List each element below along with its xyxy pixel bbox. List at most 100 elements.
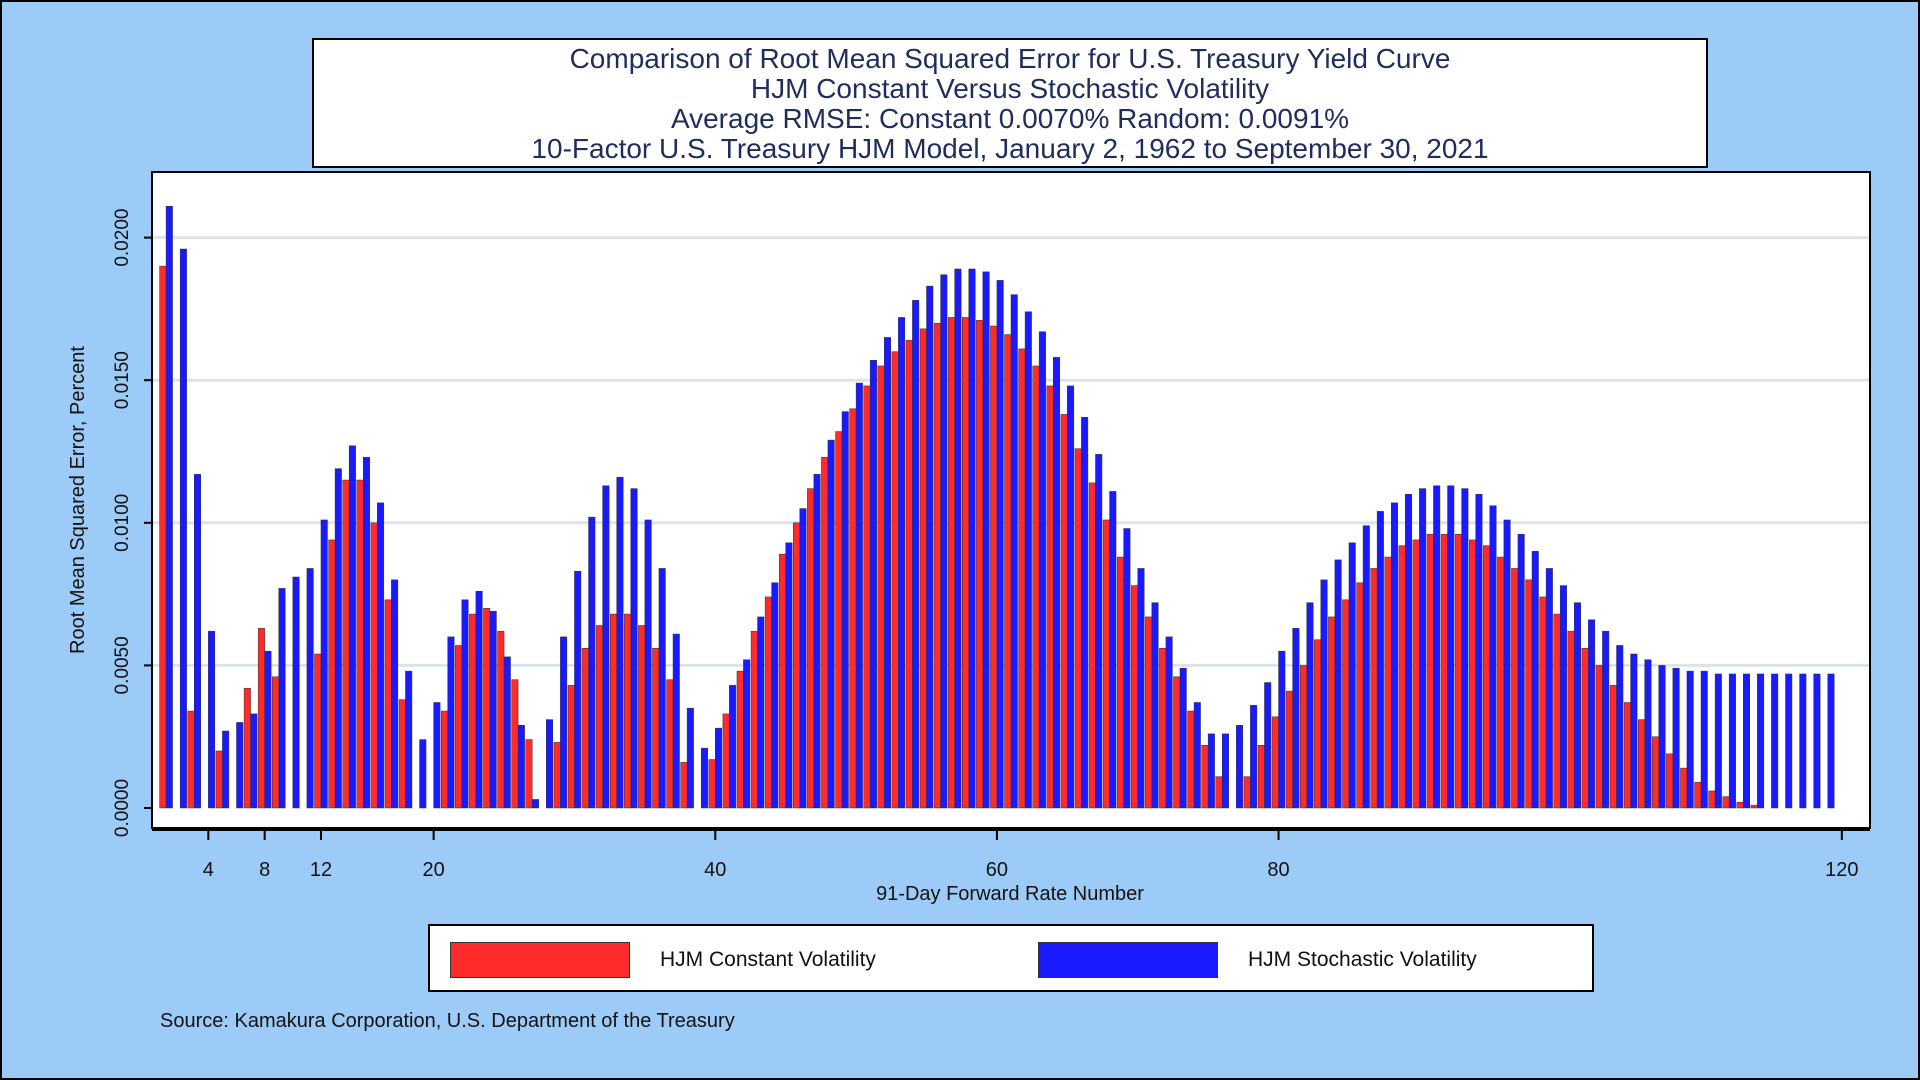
bar-constant bbox=[976, 320, 984, 809]
bar-constant bbox=[1426, 533, 1434, 809]
bar-constant bbox=[1454, 533, 1462, 809]
bar-stochastic bbox=[433, 702, 441, 809]
x-tick-label: 4 bbox=[203, 859, 214, 881]
bar-stochastic bbox=[1728, 673, 1736, 809]
bar-stochastic bbox=[1785, 673, 1793, 809]
bar-stochastic bbox=[1743, 673, 1750, 809]
bar-stochastic bbox=[236, 722, 244, 809]
chart-subtitle-3: 10-Factor U.S. Treasury HJM Model, Janua… bbox=[531, 133, 1489, 164]
bar-constant bbox=[1159, 648, 1167, 809]
bar-constant bbox=[328, 539, 336, 809]
bar-stochastic bbox=[1714, 673, 1722, 809]
bar-constant bbox=[525, 739, 533, 809]
bar-constant bbox=[1328, 616, 1336, 809]
bar-constant bbox=[1567, 630, 1575, 809]
bar-stochastic bbox=[377, 502, 385, 809]
bar-constant bbox=[1440, 533, 1448, 809]
bar-constant bbox=[553, 742, 561, 809]
bar-stochastic bbox=[1052, 357, 1060, 809]
bar-stochastic bbox=[264, 650, 272, 809]
bar-stochastic bbox=[1672, 668, 1680, 809]
x-tick-label: 60 bbox=[986, 859, 1008, 881]
bar-stochastic bbox=[912, 300, 920, 809]
bar-stochastic bbox=[475, 590, 483, 809]
legend: HJM Constant Volatility HJM Stochastic V… bbox=[428, 924, 1594, 992]
y-tick-label: 0.0050 bbox=[112, 636, 133, 694]
bar-constant bbox=[750, 630, 758, 809]
legend-swatch-constant bbox=[450, 942, 630, 978]
source-note: Source: Kamakura Corporation, U.S. Depar… bbox=[160, 1010, 735, 1032]
bar-constant bbox=[666, 679, 674, 809]
bar-stochastic bbox=[1123, 528, 1131, 809]
bar-constant bbox=[1215, 776, 1223, 809]
bar-stochastic bbox=[855, 382, 863, 809]
bar-stochastic bbox=[982, 271, 990, 809]
chart-title-box: Comparison of Root Mean Squared Error fo… bbox=[312, 38, 1708, 168]
bar-stochastic bbox=[222, 730, 230, 809]
bar-stochastic bbox=[1278, 650, 1286, 809]
bar-constant bbox=[1750, 804, 1758, 809]
bar-stochastic bbox=[1081, 417, 1089, 809]
bar-constant bbox=[440, 710, 448, 809]
bar-constant bbox=[1497, 556, 1505, 809]
bar-constant bbox=[947, 317, 955, 809]
bar-stochastic bbox=[1461, 488, 1469, 809]
bar-constant bbox=[595, 625, 603, 809]
bar-stochastic bbox=[334, 468, 342, 809]
bar-constant bbox=[1708, 790, 1716, 809]
bar-constant bbox=[835, 431, 843, 809]
bar-stochastic bbox=[250, 713, 258, 809]
bar-stochastic bbox=[1602, 630, 1610, 809]
x-tick-label: 120 bbox=[1825, 859, 1858, 881]
bar-constant bbox=[1595, 665, 1603, 809]
bars-layer bbox=[159, 205, 1835, 809]
bar-constant bbox=[1187, 710, 1195, 809]
bar-constant bbox=[272, 676, 279, 809]
bar-stochastic bbox=[1306, 602, 1314, 809]
bar-constant bbox=[1018, 348, 1026, 809]
bar-stochastic bbox=[1517, 533, 1525, 809]
bar-stochastic bbox=[700, 747, 708, 809]
bar-stochastic bbox=[391, 579, 399, 809]
bar-constant bbox=[483, 608, 491, 809]
bar-constant bbox=[1060, 414, 1068, 809]
bar-constant bbox=[1483, 545, 1491, 809]
bar-constant bbox=[1314, 639, 1322, 809]
legend-label-stochastic: HJM Stochastic Volatility bbox=[1248, 948, 1477, 971]
bar-constant bbox=[891, 351, 899, 809]
bar-stochastic bbox=[1165, 636, 1173, 809]
bar-stochastic bbox=[785, 542, 793, 809]
bar-stochastic bbox=[1475, 494, 1483, 809]
bar-constant bbox=[1145, 616, 1153, 809]
bar-stochastic bbox=[179, 248, 187, 809]
bar-stochastic bbox=[1630, 653, 1638, 809]
bar-constant bbox=[1581, 648, 1589, 809]
bar-stochastic bbox=[1024, 311, 1032, 809]
bar-stochastic bbox=[320, 519, 328, 809]
legend-swatch-stochastic bbox=[1038, 942, 1218, 978]
bar-stochastic bbox=[1348, 542, 1356, 809]
bar-stochastic bbox=[940, 274, 948, 809]
bar-constant bbox=[257, 628, 265, 809]
bar-constant bbox=[624, 613, 632, 809]
y-tick-label: 0.0150 bbox=[112, 351, 133, 409]
x-tick-label: 80 bbox=[1267, 859, 1289, 881]
bar-stochastic bbox=[193, 474, 201, 809]
bar-constant bbox=[356, 479, 364, 809]
bar-stochastic bbox=[757, 616, 765, 809]
bar-constant bbox=[511, 679, 519, 809]
bar-stochastic bbox=[954, 268, 962, 809]
chart-title: Comparison of Root Mean Squared Error fo… bbox=[569, 43, 1451, 74]
bar-stochastic bbox=[672, 633, 680, 809]
y-axis-label: Root Mean Squared Error, Percent bbox=[67, 346, 89, 654]
bar-stochastic bbox=[1151, 602, 1159, 809]
bar-stochastic bbox=[1658, 665, 1666, 809]
bar-constant bbox=[1384, 556, 1392, 809]
bar-stochastic bbox=[447, 636, 455, 809]
bar-stochastic bbox=[644, 519, 652, 809]
bar-constant bbox=[581, 648, 589, 809]
bar-stochastic bbox=[1250, 705, 1258, 809]
bar-constant bbox=[821, 456, 829, 809]
bar-constant bbox=[384, 599, 392, 809]
x-tick-label: 12 bbox=[310, 859, 332, 881]
